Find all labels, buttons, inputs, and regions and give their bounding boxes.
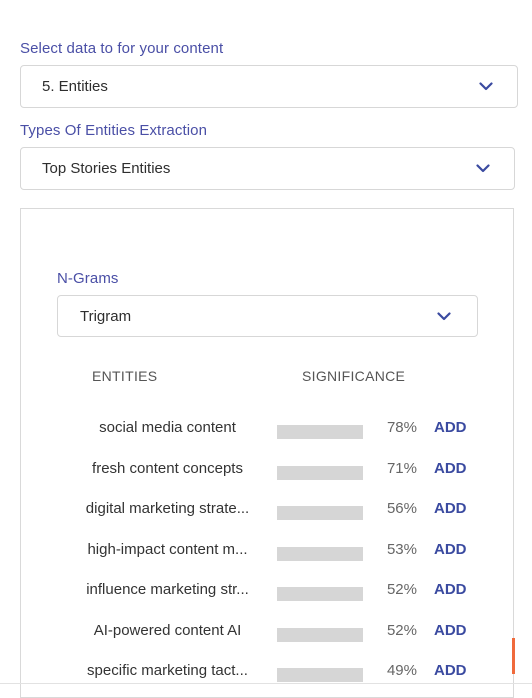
entity-name: high-impact content m... [87, 540, 248, 558]
significance-bar [277, 627, 363, 642]
add-entity-button[interactable]: ADD [434, 662, 467, 679]
significance-bar [277, 425, 363, 439]
chevron-down-icon [472, 158, 494, 180]
significance-column-header: SIGNIFICANCE [302, 368, 406, 384]
significance-bar [277, 546, 363, 561]
entity-name: social media content [99, 419, 236, 436]
divider [0, 683, 532, 684]
table-row: social media content 78% ADD [0, 419, 532, 443]
add-entity-button[interactable]: ADD [434, 581, 467, 598]
significance-percent: 52% [386, 581, 417, 598]
significance-percent: 78% [386, 419, 417, 436]
add-entity-button[interactable]: ADD [434, 621, 467, 639]
significance-bar [277, 587, 363, 601]
data-select[interactable]: 5. Entities [20, 65, 518, 108]
entities-panel [20, 208, 514, 698]
entity-name: fresh content concepts [92, 459, 243, 477]
table-row: digital marketing strate... 56% ADD [0, 500, 532, 524]
data-select-value: 5. Entities [42, 78, 108, 95]
types-select[interactable]: Top Stories Entities [20, 147, 515, 190]
types-select-label: Types Of Entities Extraction [20, 122, 208, 139]
significance-percent: 71% [386, 459, 417, 477]
add-entity-button[interactable]: ADD [434, 540, 467, 558]
chevron-down-icon [475, 76, 497, 98]
significance-percent: 49% [386, 662, 417, 679]
entity-name: AI-powered content AI [93, 621, 242, 639]
entity-name: digital marketing strate... [85, 500, 250, 517]
significance-percent: 56% [386, 500, 417, 517]
ngrams-select-label: N-Grams [57, 270, 119, 287]
significance-bar [277, 668, 363, 682]
add-entity-button[interactable]: ADD [434, 419, 467, 436]
data-select-label: Select data to for your content [20, 40, 224, 57]
ngrams-select[interactable]: Trigram [57, 295, 478, 337]
entity-name: influence marketing str... [86, 581, 249, 598]
chevron-down-icon [433, 305, 455, 327]
entities-column-header: ENTITIES [92, 368, 158, 384]
significance-percent: 52% [386, 621, 417, 639]
table-row: influence marketing str... 52% ADD [0, 581, 532, 605]
table-row: AI-powered content AI 52% ADD [0, 622, 532, 646]
table-row: high-impact content m... 53% ADD [0, 541, 532, 565]
significance-bar [277, 506, 363, 520]
add-entity-button[interactable]: ADD [434, 500, 467, 517]
scrollbar-thumb[interactable] [512, 638, 515, 674]
table-row: fresh content concepts 71% ADD [0, 460, 532, 484]
ngrams-select-value: Trigram [80, 307, 132, 325]
entity-name: specific marketing tact... [87, 662, 248, 679]
types-select-value: Top Stories Entities [42, 160, 171, 177]
add-entity-button[interactable]: ADD [434, 459, 467, 477]
table-row: specific marketing tact... 49% ADD [0, 662, 532, 686]
significance-bar [277, 465, 363, 480]
significance-percent: 53% [386, 540, 417, 558]
